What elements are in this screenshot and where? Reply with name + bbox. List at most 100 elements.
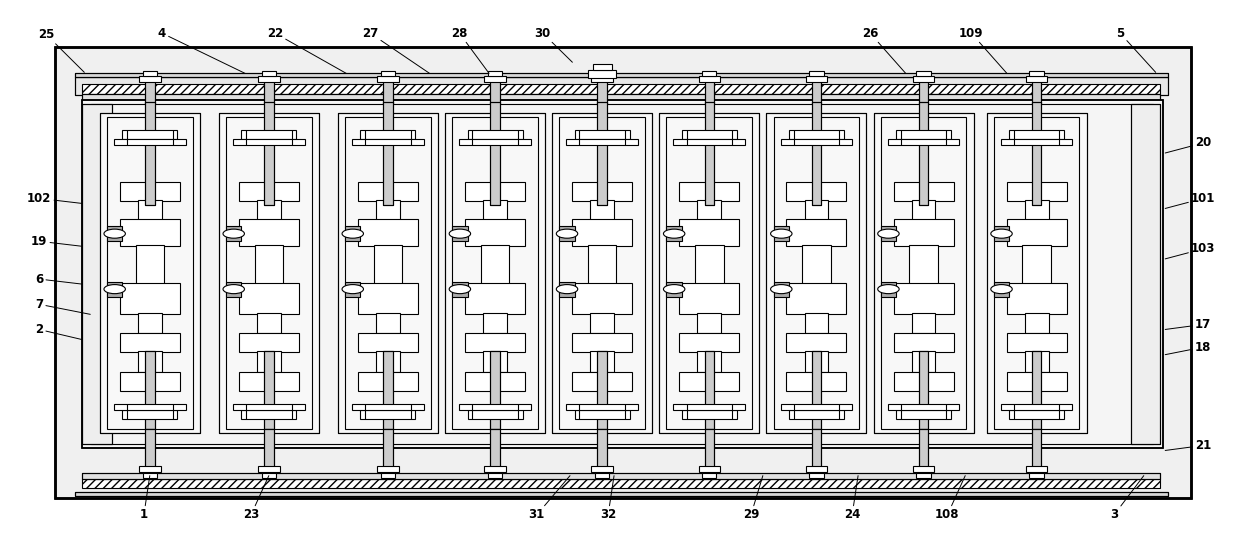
Bar xyxy=(660,113,759,433)
Circle shape xyxy=(991,284,1012,294)
Bar xyxy=(345,282,361,296)
Text: 109: 109 xyxy=(959,26,1007,73)
Bar xyxy=(552,113,652,433)
Bar xyxy=(698,76,720,82)
Bar xyxy=(1032,351,1042,429)
Bar xyxy=(264,102,274,206)
Bar xyxy=(218,113,319,433)
Bar xyxy=(552,113,652,433)
Bar xyxy=(572,372,632,391)
Bar xyxy=(1032,429,1042,476)
Bar xyxy=(82,94,1161,100)
Bar xyxy=(1131,104,1161,444)
Bar xyxy=(465,283,525,315)
Bar xyxy=(383,102,393,206)
Bar xyxy=(143,71,157,76)
Bar xyxy=(766,113,867,433)
Bar xyxy=(145,76,155,104)
Bar xyxy=(781,403,852,410)
Bar xyxy=(484,351,507,372)
Bar xyxy=(1024,200,1049,221)
Bar xyxy=(358,333,418,352)
Bar xyxy=(74,73,1168,77)
Bar xyxy=(120,182,180,201)
Bar xyxy=(802,245,831,284)
Bar xyxy=(453,117,538,429)
Bar xyxy=(258,76,279,82)
Bar xyxy=(574,130,630,139)
Bar xyxy=(572,182,632,201)
Bar xyxy=(1032,76,1042,104)
Bar xyxy=(383,102,393,206)
Bar xyxy=(1007,182,1066,201)
Bar xyxy=(445,113,546,433)
Bar xyxy=(352,139,424,145)
Bar xyxy=(377,466,398,472)
Bar xyxy=(697,351,722,372)
Bar xyxy=(572,333,632,352)
Bar xyxy=(145,429,155,476)
Bar xyxy=(873,113,973,433)
Bar xyxy=(82,473,1161,479)
Circle shape xyxy=(104,284,125,294)
Bar xyxy=(383,76,393,104)
Bar xyxy=(361,409,415,419)
Bar xyxy=(704,76,714,104)
Bar xyxy=(1007,333,1066,352)
Bar xyxy=(1032,102,1042,206)
Bar xyxy=(74,492,1168,496)
Bar xyxy=(595,472,609,478)
Bar xyxy=(345,226,361,241)
Bar xyxy=(919,351,929,429)
Bar xyxy=(381,71,396,76)
Bar xyxy=(264,351,274,429)
Circle shape xyxy=(342,229,363,238)
Bar xyxy=(598,102,606,206)
Bar xyxy=(138,313,161,333)
Text: 23: 23 xyxy=(243,476,269,522)
Bar xyxy=(120,372,180,391)
Bar xyxy=(143,472,157,478)
Bar xyxy=(682,130,737,139)
Bar xyxy=(812,76,821,104)
Bar xyxy=(55,47,1192,498)
Text: 21: 21 xyxy=(1166,439,1211,452)
Circle shape xyxy=(223,284,244,294)
Bar xyxy=(598,351,606,429)
Bar xyxy=(82,100,1163,448)
Bar xyxy=(145,102,155,206)
Bar xyxy=(82,104,112,444)
Bar xyxy=(916,472,931,478)
Bar xyxy=(704,351,714,429)
Bar xyxy=(264,102,274,206)
Bar xyxy=(82,94,1161,100)
Text: 18: 18 xyxy=(1166,341,1211,355)
Bar xyxy=(894,372,954,391)
Bar xyxy=(567,403,637,410)
Bar xyxy=(114,403,186,410)
Circle shape xyxy=(663,284,684,294)
Text: 108: 108 xyxy=(935,476,965,522)
Bar xyxy=(1025,466,1048,472)
Bar xyxy=(680,283,739,315)
Bar xyxy=(697,313,722,333)
Bar xyxy=(264,429,274,476)
Bar xyxy=(694,245,724,284)
Bar xyxy=(680,372,739,391)
Bar xyxy=(559,282,575,296)
Bar xyxy=(485,76,506,82)
Bar xyxy=(490,102,500,206)
Bar xyxy=(138,200,161,221)
Bar xyxy=(919,351,929,429)
Bar xyxy=(766,113,867,433)
Bar xyxy=(919,102,929,206)
Bar xyxy=(484,200,507,221)
Bar xyxy=(490,429,500,476)
Bar xyxy=(139,466,160,472)
Circle shape xyxy=(878,229,899,238)
Bar xyxy=(598,351,606,429)
Bar xyxy=(490,76,500,104)
Circle shape xyxy=(104,229,125,238)
Bar xyxy=(880,226,897,241)
Bar xyxy=(987,113,1086,433)
